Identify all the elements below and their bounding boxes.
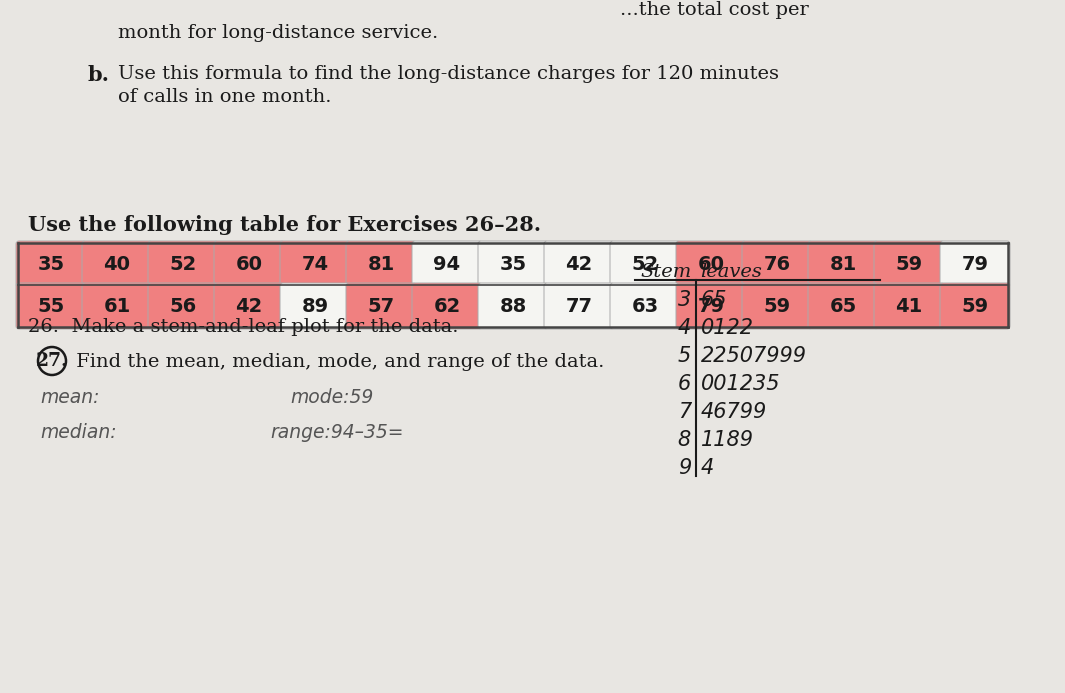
Text: 42: 42 [566, 254, 592, 274]
Text: Stem: Stem [640, 263, 691, 281]
FancyBboxPatch shape [280, 283, 350, 329]
Text: 27.: 27. [36, 352, 68, 370]
Text: 57: 57 [367, 297, 394, 315]
Text: Use this formula to find the long-distance charges for 120 minutes: Use this formula to find the long-distan… [118, 65, 779, 83]
Text: of calls in one month.: of calls in one month. [118, 88, 331, 106]
Text: month for long-distance service.: month for long-distance service. [118, 24, 439, 42]
Text: median:: median: [40, 423, 117, 442]
FancyBboxPatch shape [280, 241, 350, 287]
Text: 22507999: 22507999 [701, 346, 807, 366]
Text: 46799: 46799 [701, 402, 767, 422]
Text: 74: 74 [301, 254, 329, 274]
FancyBboxPatch shape [940, 283, 1010, 329]
Text: Find the mean, median, mode, and range of the data.: Find the mean, median, mode, and range o… [70, 353, 604, 371]
FancyBboxPatch shape [676, 283, 745, 329]
Text: 59: 59 [764, 297, 790, 315]
FancyBboxPatch shape [808, 283, 878, 329]
Text: 26.  Make a stem-and-leaf plot for the data.: 26. Make a stem-and-leaf plot for the da… [28, 318, 459, 336]
Text: 1189: 1189 [701, 430, 754, 450]
Text: 8: 8 [677, 430, 691, 450]
Text: 5: 5 [677, 346, 691, 366]
FancyBboxPatch shape [214, 283, 284, 329]
Text: 79: 79 [962, 254, 988, 274]
FancyBboxPatch shape [610, 241, 679, 287]
Text: 76: 76 [764, 254, 790, 274]
Text: 59: 59 [896, 254, 922, 274]
Text: range:94–35=: range:94–35= [271, 423, 404, 442]
FancyBboxPatch shape [544, 241, 615, 287]
Text: 88: 88 [499, 297, 526, 315]
FancyBboxPatch shape [874, 241, 944, 287]
Text: 94: 94 [433, 254, 460, 274]
Text: 35: 35 [37, 254, 65, 274]
Text: 52: 52 [169, 254, 197, 274]
Text: 59: 59 [962, 297, 988, 315]
Text: 52: 52 [632, 254, 658, 274]
FancyBboxPatch shape [940, 241, 1010, 287]
FancyBboxPatch shape [16, 241, 86, 287]
FancyBboxPatch shape [16, 283, 86, 329]
Text: 63: 63 [632, 297, 658, 315]
Text: leaves: leaves [700, 263, 761, 281]
Text: 60: 60 [698, 254, 724, 274]
FancyBboxPatch shape [214, 241, 284, 287]
Text: b.: b. [88, 65, 110, 85]
Text: 62: 62 [433, 297, 461, 315]
Text: 65: 65 [830, 297, 856, 315]
Text: 3: 3 [677, 290, 691, 310]
Text: 77: 77 [566, 297, 592, 315]
FancyBboxPatch shape [478, 241, 548, 287]
Text: 55: 55 [37, 297, 65, 315]
FancyBboxPatch shape [478, 283, 548, 329]
FancyBboxPatch shape [346, 283, 416, 329]
FancyBboxPatch shape [544, 283, 615, 329]
Text: 81: 81 [367, 254, 395, 274]
FancyBboxPatch shape [742, 283, 812, 329]
Text: mean:: mean: [40, 388, 99, 407]
Text: 35: 35 [499, 254, 526, 274]
FancyBboxPatch shape [610, 283, 679, 329]
FancyBboxPatch shape [412, 241, 482, 287]
FancyBboxPatch shape [676, 241, 745, 287]
FancyBboxPatch shape [82, 241, 152, 287]
FancyBboxPatch shape [412, 283, 482, 329]
Text: Use the following table for Exercises 26–28.: Use the following table for Exercises 26… [28, 215, 541, 235]
FancyBboxPatch shape [148, 283, 218, 329]
Text: 41: 41 [896, 297, 922, 315]
Text: 6: 6 [677, 374, 691, 394]
Text: 56: 56 [169, 297, 197, 315]
Text: 4: 4 [701, 458, 715, 478]
FancyBboxPatch shape [742, 241, 812, 287]
Text: 79: 79 [698, 297, 724, 315]
FancyBboxPatch shape [82, 283, 152, 329]
Text: 40: 40 [103, 254, 131, 274]
Text: 81: 81 [830, 254, 856, 274]
Text: 61: 61 [103, 297, 131, 315]
Text: 42: 42 [235, 297, 263, 315]
FancyBboxPatch shape [874, 283, 944, 329]
FancyBboxPatch shape [148, 241, 218, 287]
Text: mode:59: mode:59 [290, 388, 373, 407]
Text: 001235: 001235 [701, 374, 781, 394]
Text: 4: 4 [677, 318, 691, 338]
FancyBboxPatch shape [808, 241, 878, 287]
Text: ...the total cost per: ...the total cost per [620, 1, 808, 19]
FancyBboxPatch shape [346, 241, 416, 287]
Text: 0122: 0122 [701, 318, 754, 338]
Text: 65: 65 [701, 290, 727, 310]
Text: 60: 60 [235, 254, 262, 274]
Text: 89: 89 [301, 297, 329, 315]
Text: 9: 9 [677, 458, 691, 478]
Text: 7: 7 [677, 402, 691, 422]
